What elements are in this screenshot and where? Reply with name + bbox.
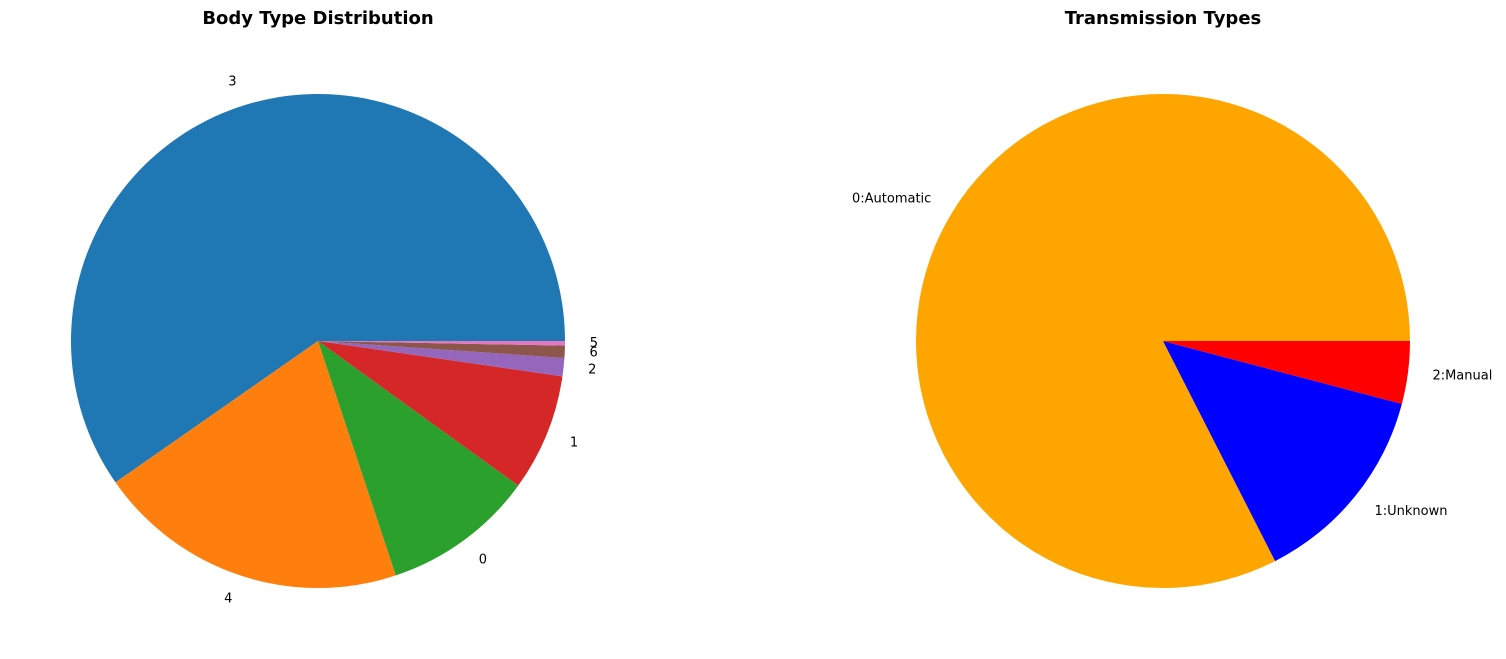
slice-label-1-unknown: 1:Unknown xyxy=(1375,504,1448,519)
pie-slice-1-unknown xyxy=(1163,341,1402,562)
pie-slice-2-manual xyxy=(1163,341,1411,404)
slice-labels: 3 4 0 1 2 65 xyxy=(224,74,598,606)
body-type-pie-chart: Body Type Distribution 3 4 0 1 2 65 xyxy=(70,8,598,606)
slice-label-0-automatic: 0:Automatic xyxy=(852,192,931,207)
pie-slices xyxy=(70,93,566,588)
pie-slice-3 xyxy=(70,93,565,483)
pie-slice-6 xyxy=(318,341,565,358)
pie-slice-0-automatic xyxy=(916,94,1410,589)
chart-title: Transmission Types xyxy=(1065,8,1262,29)
pie-slices xyxy=(916,94,1411,589)
slice-label-2: 2 xyxy=(588,362,596,377)
pie-slice-4 xyxy=(115,341,396,588)
slice-label-6: 6 xyxy=(589,345,597,360)
pie-slice-1 xyxy=(318,341,563,486)
transmission-types-pie-chart: Transmission Types 0:Automatic 1:Unknown 2… xyxy=(852,8,1492,589)
pie-slice-5 xyxy=(318,341,566,346)
slice-label-3: 3 xyxy=(228,74,236,89)
slice-label-0: 0 xyxy=(479,553,487,568)
pie-slice-2 xyxy=(318,341,565,377)
chart-title: Body Type Distribution xyxy=(202,8,433,29)
slice-label-5: 5 xyxy=(590,336,598,351)
slice-labels: 0:Automatic 1:Unknown 2:Manual xyxy=(852,192,1492,520)
slice-label-1: 1 xyxy=(570,435,578,450)
pie-slice-0 xyxy=(318,341,519,576)
slice-label-4: 4 xyxy=(224,591,232,606)
slice-label-2-manual: 2:Manual xyxy=(1432,368,1492,383)
